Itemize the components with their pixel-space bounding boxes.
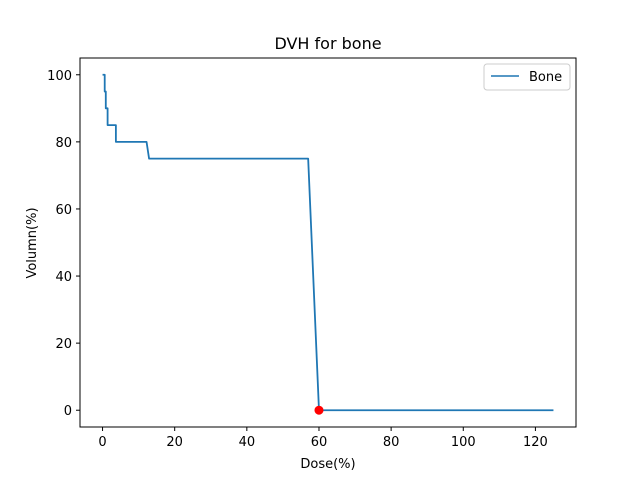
series-line-bone [102,73,554,412]
x-axis-label: Dose(%) [300,457,355,472]
plot-area [79,57,577,428]
y-tick-label: 20 [55,337,72,352]
x-tick-label: 20 [166,435,183,450]
series-layer [102,73,554,412]
marker-layer [314,405,324,415]
y-axis: 0 20 40 60 80 100 [47,69,80,419]
y-tick-label: 80 [55,136,72,151]
y-tick-label: 60 [55,203,72,218]
x-tick-label: 100 [451,435,476,450]
legend: Bone [483,63,571,91]
x-tick-label: 40 [239,435,256,450]
x-tick-label: 80 [383,435,400,450]
x-tick-label: 0 [98,435,106,450]
chart-title: DVH for bone [274,34,381,53]
legend-label-bone: Bone [529,70,562,85]
legend-box [483,63,571,91]
y-tick-label: 0 [64,404,72,419]
x-tick-label: 60 [311,435,328,450]
x-axis: 0 20 40 60 80 100 120 [98,427,548,450]
highlight-point [314,405,324,415]
y-tick-label: 100 [47,69,72,84]
y-axis-label: Volumn(%) [25,207,40,278]
y-tick-label: 40 [55,270,72,285]
x-tick-label: 120 [523,435,548,450]
